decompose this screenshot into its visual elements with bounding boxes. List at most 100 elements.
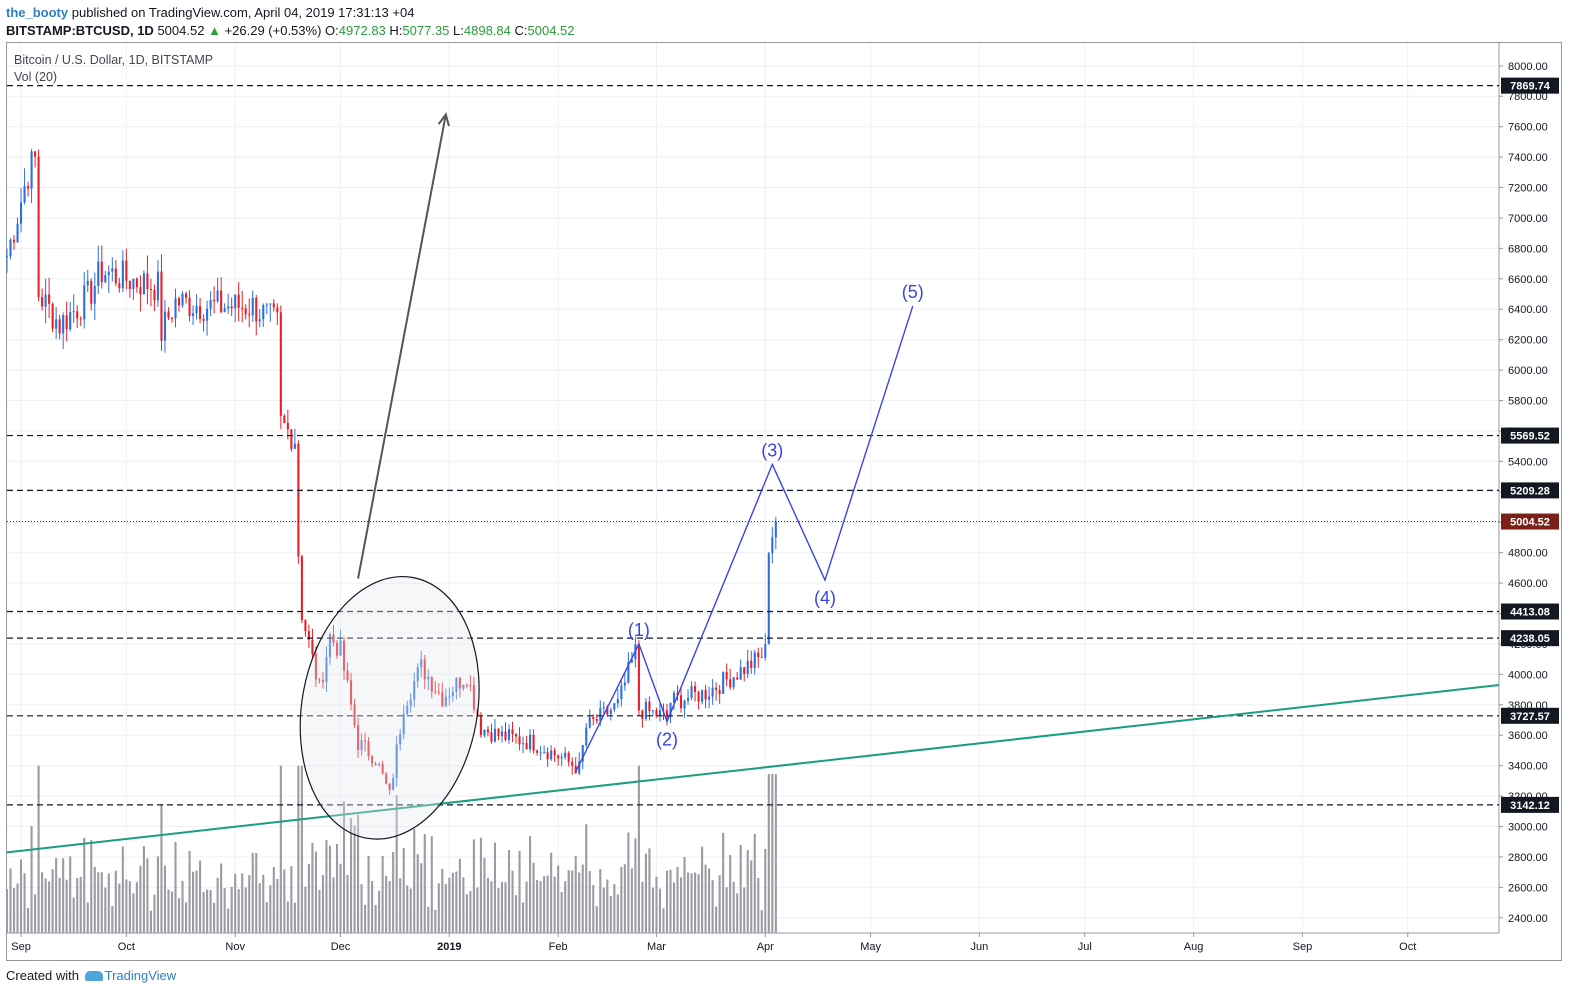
volume-bar: [560, 892, 563, 933]
volume-bar: [641, 881, 644, 933]
candle-body: [679, 695, 683, 709]
candle-body: [125, 260, 128, 281]
candle-body: [507, 729, 511, 740]
candle-body: [311, 639, 314, 654]
volume-bar: [416, 854, 419, 933]
candle-body: [539, 752, 542, 754]
volume-bar: [202, 891, 205, 933]
candle-body: [163, 311, 167, 341]
last-price-tag: [1501, 513, 1559, 530]
candle-body: [55, 319, 58, 329]
candle-body: [543, 752, 546, 754]
candle: [265, 302, 268, 315]
candle-body: [293, 443, 296, 449]
candle: [62, 312, 65, 350]
candle-body: [195, 306, 198, 314]
candle-body: [546, 752, 549, 760]
volume-bar: [279, 765, 282, 933]
candle-body: [599, 708, 602, 721]
volume-bar: [128, 881, 131, 933]
volume-bar: [539, 881, 542, 933]
candle: [114, 259, 117, 287]
candle-body: [609, 709, 612, 715]
high-value: 5077.35: [402, 23, 450, 38]
level-price-label: 3727.57: [1510, 711, 1550, 723]
candle: [23, 168, 26, 205]
candle: [434, 680, 437, 695]
candle: [651, 710, 655, 716]
chart-pane[interactable]: [6, 42, 1562, 961]
candle: [430, 675, 433, 699]
tradingview-brand[interactable]: TradingView: [104, 968, 177, 983]
candle-body: [297, 443, 300, 557]
candle: [167, 307, 170, 320]
candle-body: [694, 686, 697, 693]
candle: [536, 749, 539, 756]
candle-body: [251, 297, 254, 316]
volume-bar: [718, 875, 721, 933]
volume-bar: [606, 879, 609, 933]
candle: [729, 668, 732, 690]
volume-bar: [406, 885, 409, 933]
candle: [177, 296, 181, 312]
candle: [195, 294, 198, 320]
volume-bar: [293, 902, 296, 933]
candle: [644, 698, 647, 721]
volume-bar: [592, 885, 595, 933]
candle: [462, 684, 465, 691]
candle: [188, 290, 191, 322]
volume-bar: [216, 877, 219, 933]
candle-body: [518, 736, 521, 745]
candle-body: [304, 620, 307, 632]
candle: [290, 429, 293, 452]
candle-body: [318, 679, 321, 681]
volume-bar: [30, 826, 33, 933]
volume-bar: [490, 881, 493, 933]
candle-body: [286, 422, 289, 430]
price-tick-label: 7600.00: [1508, 122, 1548, 134]
candle: [132, 278, 135, 301]
candle-body: [265, 304, 268, 306]
volume-bar: [360, 884, 363, 933]
candle-body: [708, 696, 711, 700]
volume-bar: [676, 866, 679, 933]
volume-bar: [497, 888, 500, 933]
volume-bar: [290, 866, 293, 933]
open-label: O:: [325, 23, 339, 38]
author-link[interactable]: the_booty: [6, 5, 69, 20]
volume-bar: [620, 866, 623, 933]
volume-bar: [213, 902, 216, 933]
level-price-tag: [1501, 707, 1559, 724]
candle: [711, 679, 714, 705]
candle-body: [177, 298, 181, 306]
candle: [708, 686, 711, 709]
volume-bar: [248, 875, 251, 933]
candle-body: [606, 707, 609, 715]
volume-bar: [564, 881, 567, 933]
volume-bar: [465, 894, 468, 933]
candle-body: [255, 297, 258, 322]
candle: [704, 684, 707, 709]
candle: [160, 254, 163, 351]
volume-bar: [192, 871, 195, 933]
candle-body: [192, 313, 195, 316]
wave-label: (1): [628, 620, 650, 640]
candle: [595, 714, 598, 724]
candle: [550, 745, 553, 761]
candle-body: [493, 728, 497, 742]
candle: [757, 647, 760, 668]
candle-body: [472, 685, 475, 710]
candle: [722, 671, 725, 695]
candle: [764, 633, 767, 661]
volume-bar: [637, 765, 640, 933]
price-tick-label: 2600.00: [1508, 882, 1548, 894]
candle: [774, 516, 777, 550]
candle-body: [86, 280, 89, 286]
volume-bar: [93, 866, 96, 933]
candle: [248, 298, 251, 328]
candle: [771, 527, 774, 564]
volume-bar: [318, 889, 321, 933]
candle: [125, 248, 128, 290]
volume-bar: [655, 876, 658, 933]
